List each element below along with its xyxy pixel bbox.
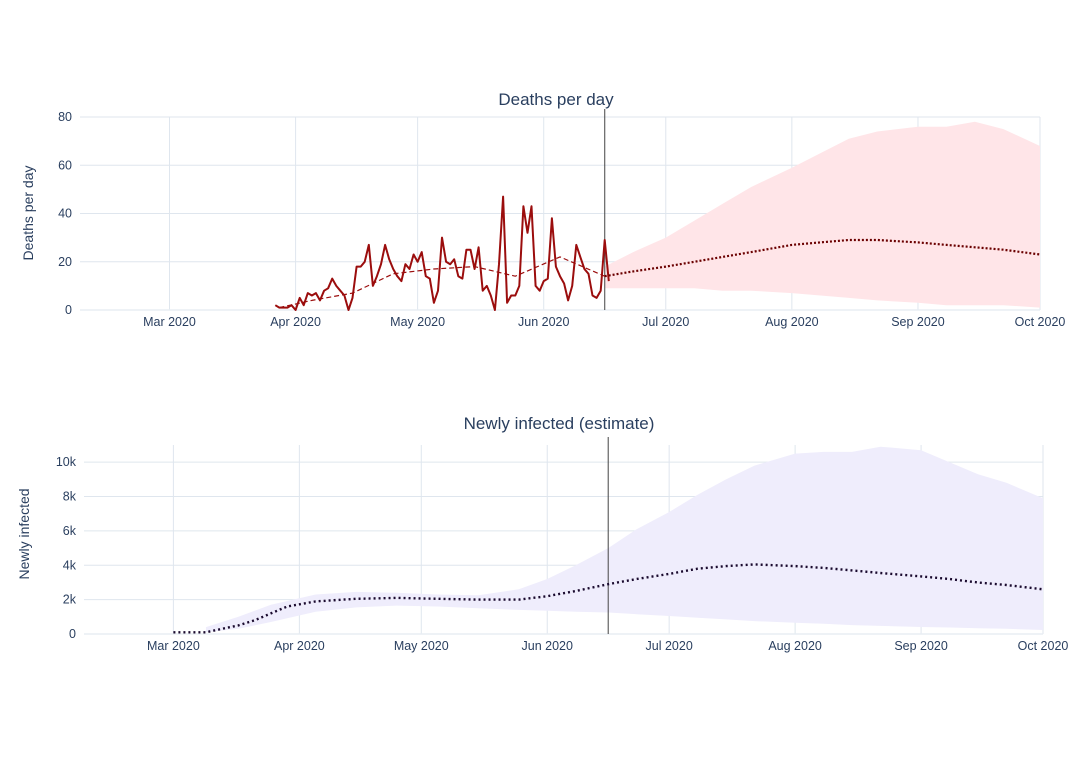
infected-x-tick: Jun 2020	[522, 639, 573, 653]
deaths-y-tick: 80	[58, 110, 72, 124]
infected-band-area	[205, 446, 1043, 633]
infected-y-tick: 2k	[63, 593, 77, 607]
infected-x-tick: Mar 2020	[147, 639, 200, 653]
infected-y-tick: 0	[69, 627, 76, 641]
infected-estimate-line	[173, 563, 1044, 634]
deaths-x-tick: Oct 2020	[1015, 315, 1066, 329]
deaths-y-tick: 0	[65, 303, 72, 317]
deaths-y-tick: 40	[58, 207, 72, 221]
deaths-series-lines	[274, 109, 1041, 311]
infected-y-tick: 10k	[56, 455, 77, 469]
deaths-observed-line	[274, 195, 610, 311]
infected-chart-title: Newly infected (estimate)	[464, 414, 655, 433]
infected-band	[205, 446, 1043, 633]
deaths-band-area	[604, 121, 1040, 308]
deaths-x-tick: Jun 2020	[518, 315, 569, 329]
infected-y-tick-labels: 0 2k 4k 6k 8k 10k	[56, 455, 77, 641]
deaths-y-axis-title: Deaths per day	[20, 166, 36, 261]
infected-y-tick: 6k	[63, 524, 77, 538]
infected-x-tick: Oct 2020	[1018, 639, 1069, 653]
deaths-x-tick-labels: Mar 2020 Apr 2020 May 2020 Jun 2020 Jul 2020…	[143, 315, 1065, 329]
infected-x-tick: Aug 2020	[768, 639, 822, 653]
deaths-x-tick: Apr 2020	[270, 315, 321, 329]
infected-x-tick-labels: Mar 2020 Apr 2020 May 2020 Jun 2020 Jul 2020…	[147, 639, 1068, 653]
deaths-x-tick: May 2020	[390, 315, 445, 329]
deaths-chart-title: Deaths per day	[498, 90, 614, 109]
deaths-y-tick-labels: 0 20 40 60 80	[58, 110, 72, 317]
deaths-chart: Mar 2020 Apr 2020 May 2020 Jun 2020 Jul 2020…	[20, 90, 1065, 329]
deaths-y-tick: 20	[58, 255, 72, 269]
infected-x-tick: Apr 2020	[274, 639, 325, 653]
deaths-x-tick: Mar 2020	[143, 315, 196, 329]
infected-series-lines	[173, 437, 1044, 634]
deaths-x-tick: Jul 2020	[642, 315, 689, 329]
infected-y-axis-title: Newly infected	[16, 488, 32, 579]
infected-x-tick: Jul 2020	[646, 639, 693, 653]
infected-x-tick: May 2020	[394, 639, 449, 653]
infected-chart: Mar 2020 Apr 2020 May 2020 Jun 2020 Jul 2020…	[16, 414, 1068, 653]
deaths-forecast-band	[604, 121, 1040, 308]
deaths-x-tick: Aug 2020	[765, 315, 819, 329]
deaths-x-tick: Sep 2020	[891, 315, 945, 329]
deaths-y-tick: 60	[58, 158, 72, 172]
infected-y-tick: 8k	[63, 490, 77, 504]
infected-x-tick: Sep 2020	[894, 639, 948, 653]
infected-y-tick: 4k	[63, 558, 77, 572]
deaths-trend-line	[279, 256, 605, 309]
